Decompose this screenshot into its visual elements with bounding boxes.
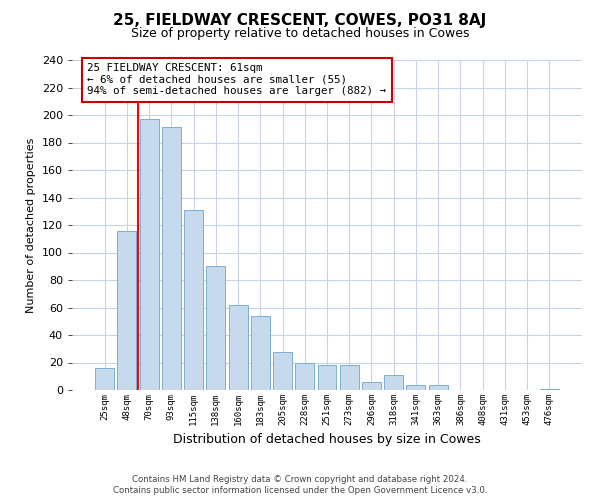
Bar (384, 375, 403, 390)
Bar (295, 362, 314, 390)
Bar (95, 368, 114, 390)
X-axis label: Distribution of detached houses by size in Cowes: Distribution of detached houses by size … (173, 434, 481, 446)
Bar (140, 119, 158, 390)
Bar (184, 210, 203, 390)
Y-axis label: Number of detached properties: Number of detached properties (26, 138, 36, 312)
Bar (206, 266, 225, 390)
Bar (273, 352, 292, 390)
Bar (340, 365, 359, 390)
Bar (251, 316, 270, 390)
Bar (118, 230, 136, 390)
Text: 25 FIELDWAY CRESCENT: 61sqm
← 6% of detached houses are smaller (55)
94% of semi: 25 FIELDWAY CRESCENT: 61sqm ← 6% of deta… (88, 64, 386, 96)
Text: Contains HM Land Registry data © Crown copyright and database right 2024.: Contains HM Land Registry data © Crown c… (132, 475, 468, 484)
Text: Size of property relative to detached houses in Cowes: Size of property relative to detached ho… (131, 28, 469, 40)
Bar (540, 388, 559, 390)
Bar (162, 128, 181, 390)
Bar (317, 365, 337, 390)
Bar (362, 382, 381, 390)
Text: 25, FIELDWAY CRESCENT, COWES, PO31 8AJ: 25, FIELDWAY CRESCENT, COWES, PO31 8AJ (113, 12, 487, 28)
Text: Contains public sector information licensed under the Open Government Licence v3: Contains public sector information licen… (113, 486, 487, 495)
Bar (406, 384, 425, 390)
Bar (229, 304, 248, 390)
Bar (429, 384, 448, 390)
